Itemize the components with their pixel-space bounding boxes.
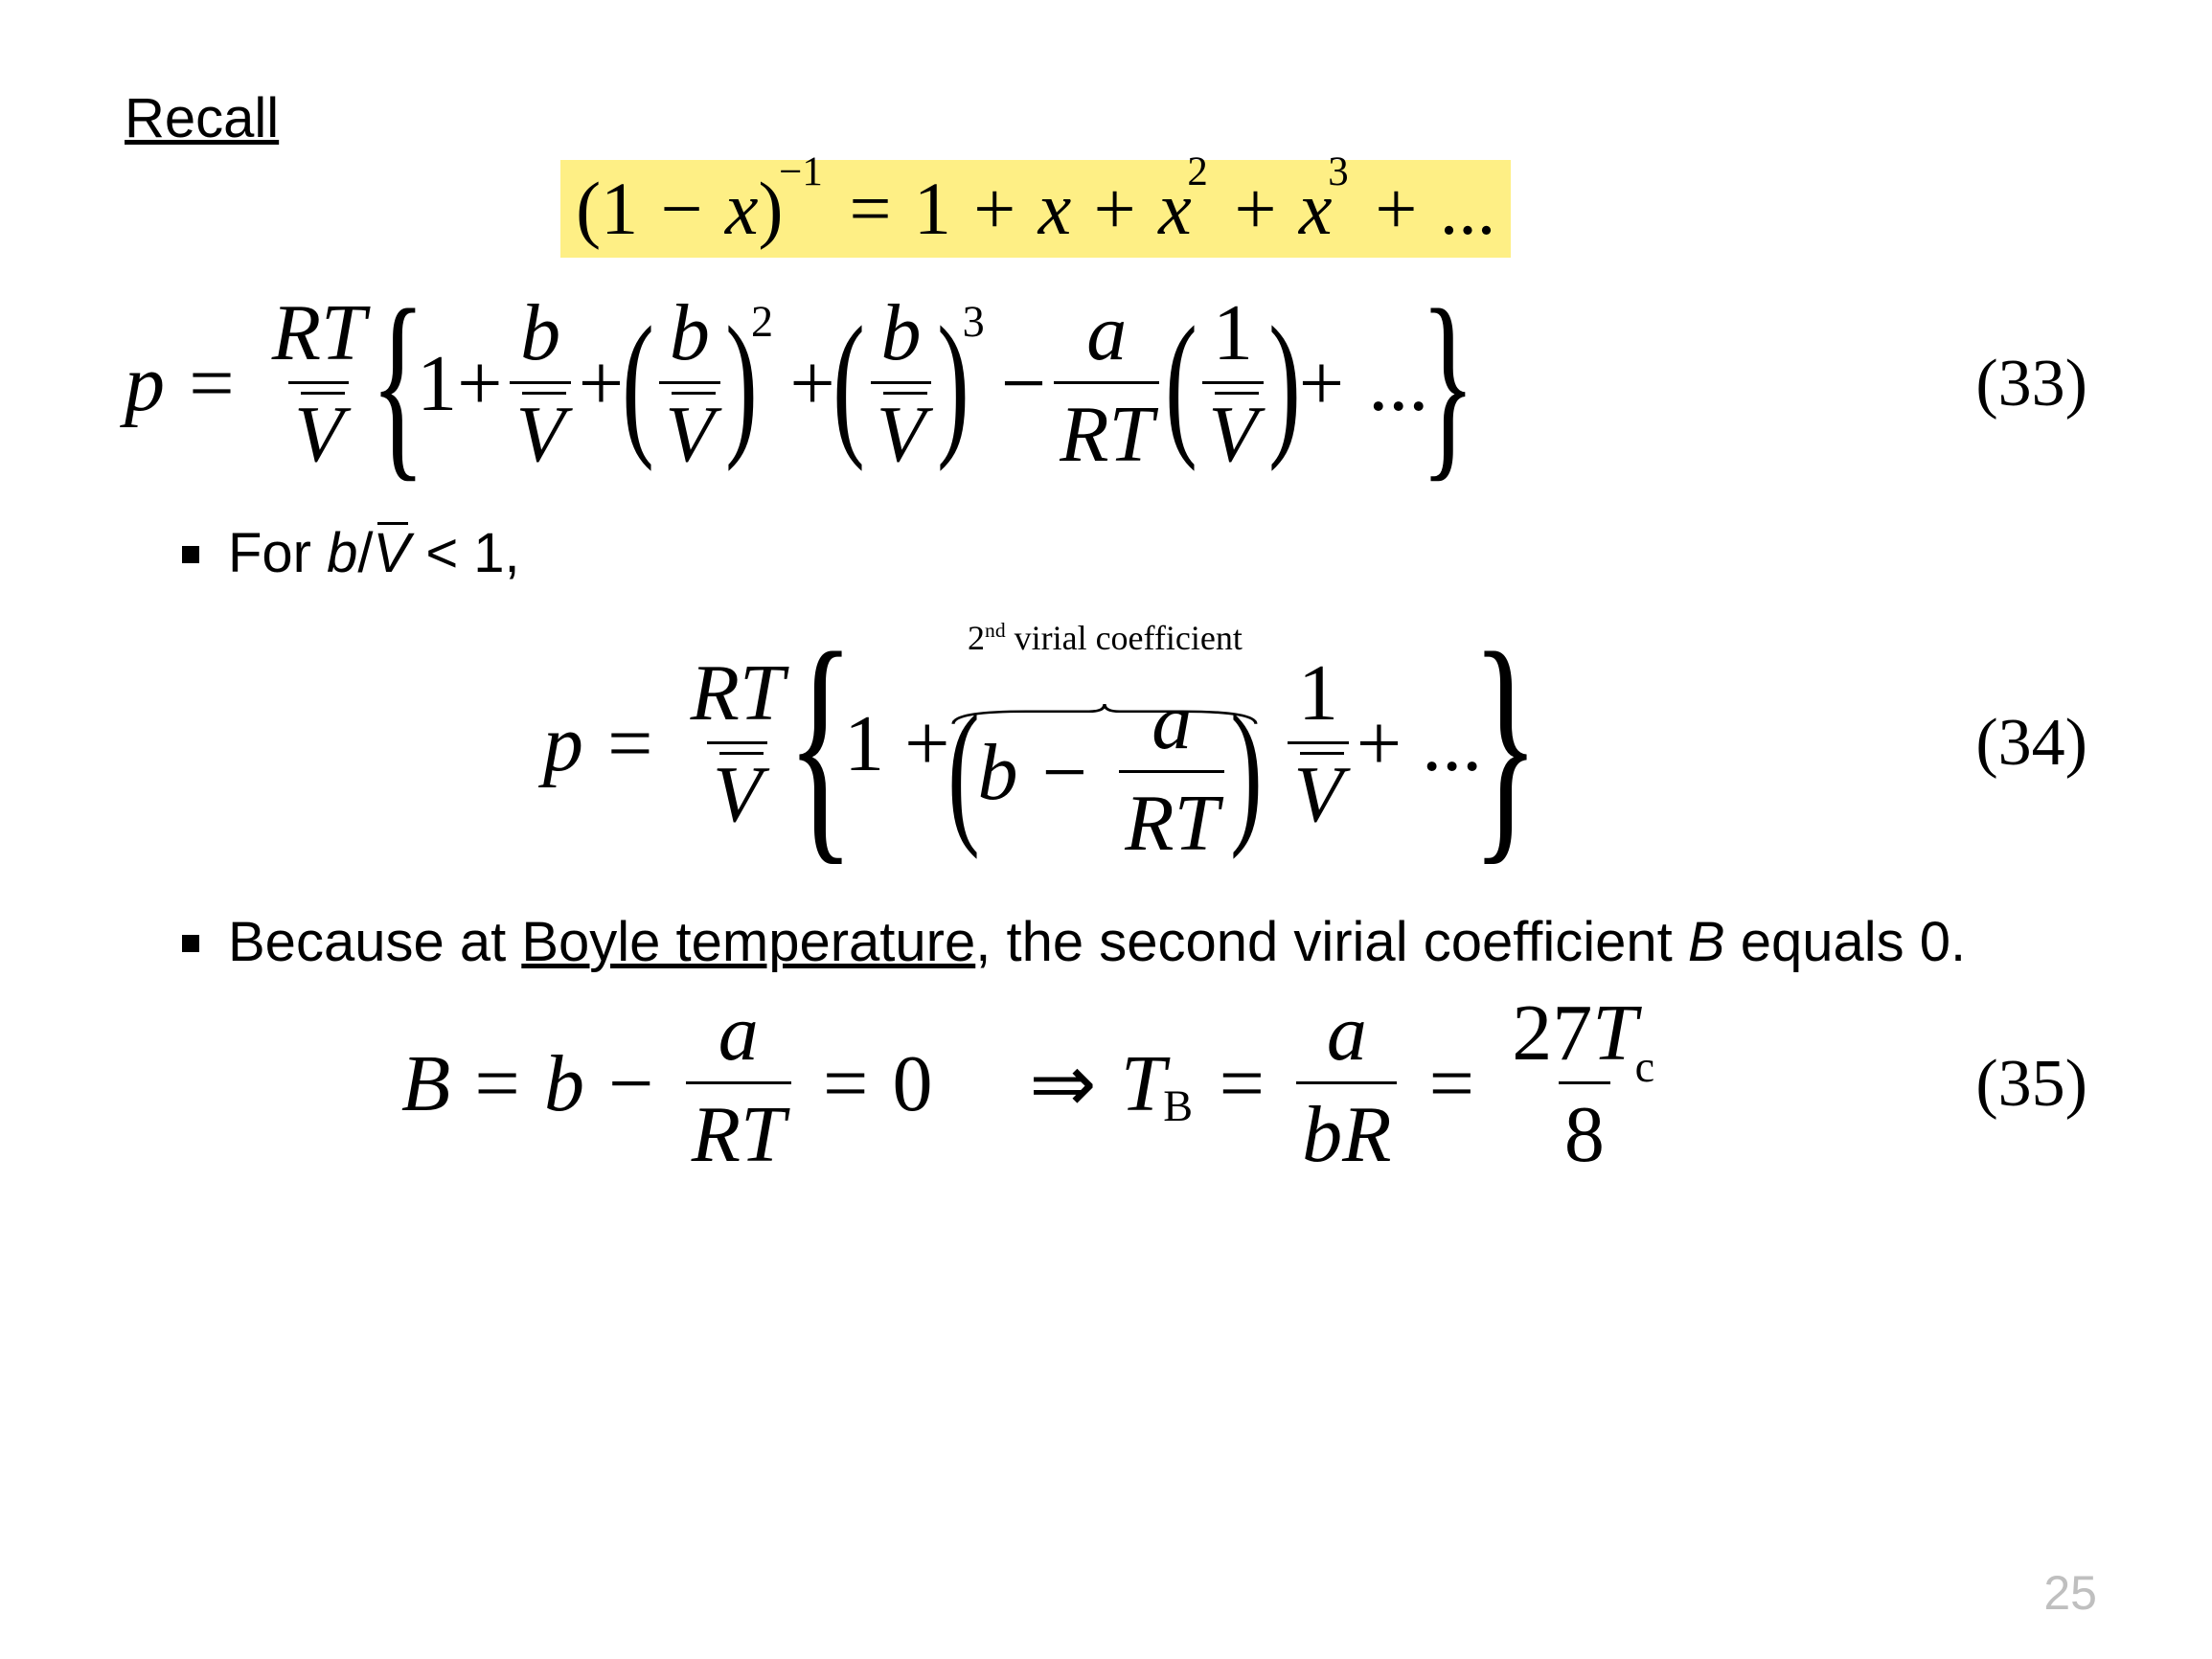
b1-prefix: For	[228, 522, 327, 584]
zero35: 0	[893, 1037, 933, 1130]
var-p: p	[125, 337, 165, 430]
b1: b	[520, 288, 560, 377]
bullet-icon	[182, 546, 199, 563]
brace-r-33: }	[1420, 310, 1475, 457]
eqnum-34: (34)	[1947, 705, 2087, 782]
bvar: b	[544, 1037, 584, 1130]
implies-icon: ⇒	[1029, 1036, 1096, 1131]
RT35: RT	[692, 1090, 786, 1179]
bullet-bV-less-1: For b/V < 1,	[182, 519, 2087, 589]
bR: bR	[1302, 1090, 1391, 1179]
b1-b: b	[327, 522, 357, 584]
frac-bV-1: b V	[510, 286, 570, 481]
a35-2: a	[1327, 989, 1367, 1078]
b2-B: B	[1688, 911, 1725, 973]
eq-33: p = RT V { 1 + b V + ( bV ) 2	[125, 286, 2087, 481]
ob-nd: nd	[985, 619, 1006, 642]
overbrace-2nd-virial: 2nd virial coefficient ( b− a RT	[949, 618, 1260, 870]
Tc: T	[1592, 989, 1637, 1078]
avar: a	[718, 989, 759, 1078]
b2-t1: Because at	[228, 911, 521, 973]
eqnum-33: (33)	[1947, 346, 2087, 422]
page-number: 25	[2043, 1565, 2097, 1621]
b2-t3: equals 0.	[1725, 911, 1967, 973]
slide: Recall (1−x)−1 =1+x +x2 +x3 +... (33) p …	[0, 0, 2212, 1659]
b2: b	[670, 288, 710, 377]
a33: a	[1086, 288, 1127, 377]
rt33: RT	[1060, 390, 1153, 479]
eq-34: p= RT V { 1 + 2nd virial coefficient	[125, 618, 2087, 870]
bullet-icon	[182, 935, 199, 952]
b1-V: V	[374, 519, 411, 589]
rt-num: RT	[272, 288, 366, 377]
b1-cond: < 1,	[410, 522, 519, 584]
eqnum-35: (35)	[1947, 1046, 2087, 1123]
Tc-sub: c	[1635, 1042, 1655, 1091]
eq-series: (1−x)−1 =1+x +x2 +x3 +... (33)	[125, 160, 2087, 258]
TB: T	[1121, 1037, 1166, 1130]
vbar-1: V	[294, 388, 343, 481]
ob-rest: virial coefficient	[1006, 619, 1243, 657]
b2-t2: , the second virial coefficient	[975, 911, 1688, 973]
n27: 27	[1512, 989, 1592, 1078]
series-highlight: (1−x)−1 =1+x +x2 +x3 +...	[560, 160, 1511, 258]
recall-heading: Recall	[125, 86, 2087, 150]
n8: 8	[1559, 1081, 1610, 1181]
bullet-boyle: Because at Boyle temperature, the second…	[182, 908, 2087, 978]
eq-35: B = b − a RT =0 ⇒ TB = a bR =	[125, 987, 2087, 1181]
b2-u: Boyle temperature	[521, 911, 975, 973]
b3: b	[880, 288, 921, 377]
TB-sub: B	[1163, 1080, 1193, 1131]
frac-RT-over-V: RT V	[266, 286, 372, 481]
Bvar: B	[401, 1037, 450, 1130]
ob-2: 2	[968, 619, 985, 657]
brace-l-33: {	[371, 310, 426, 457]
